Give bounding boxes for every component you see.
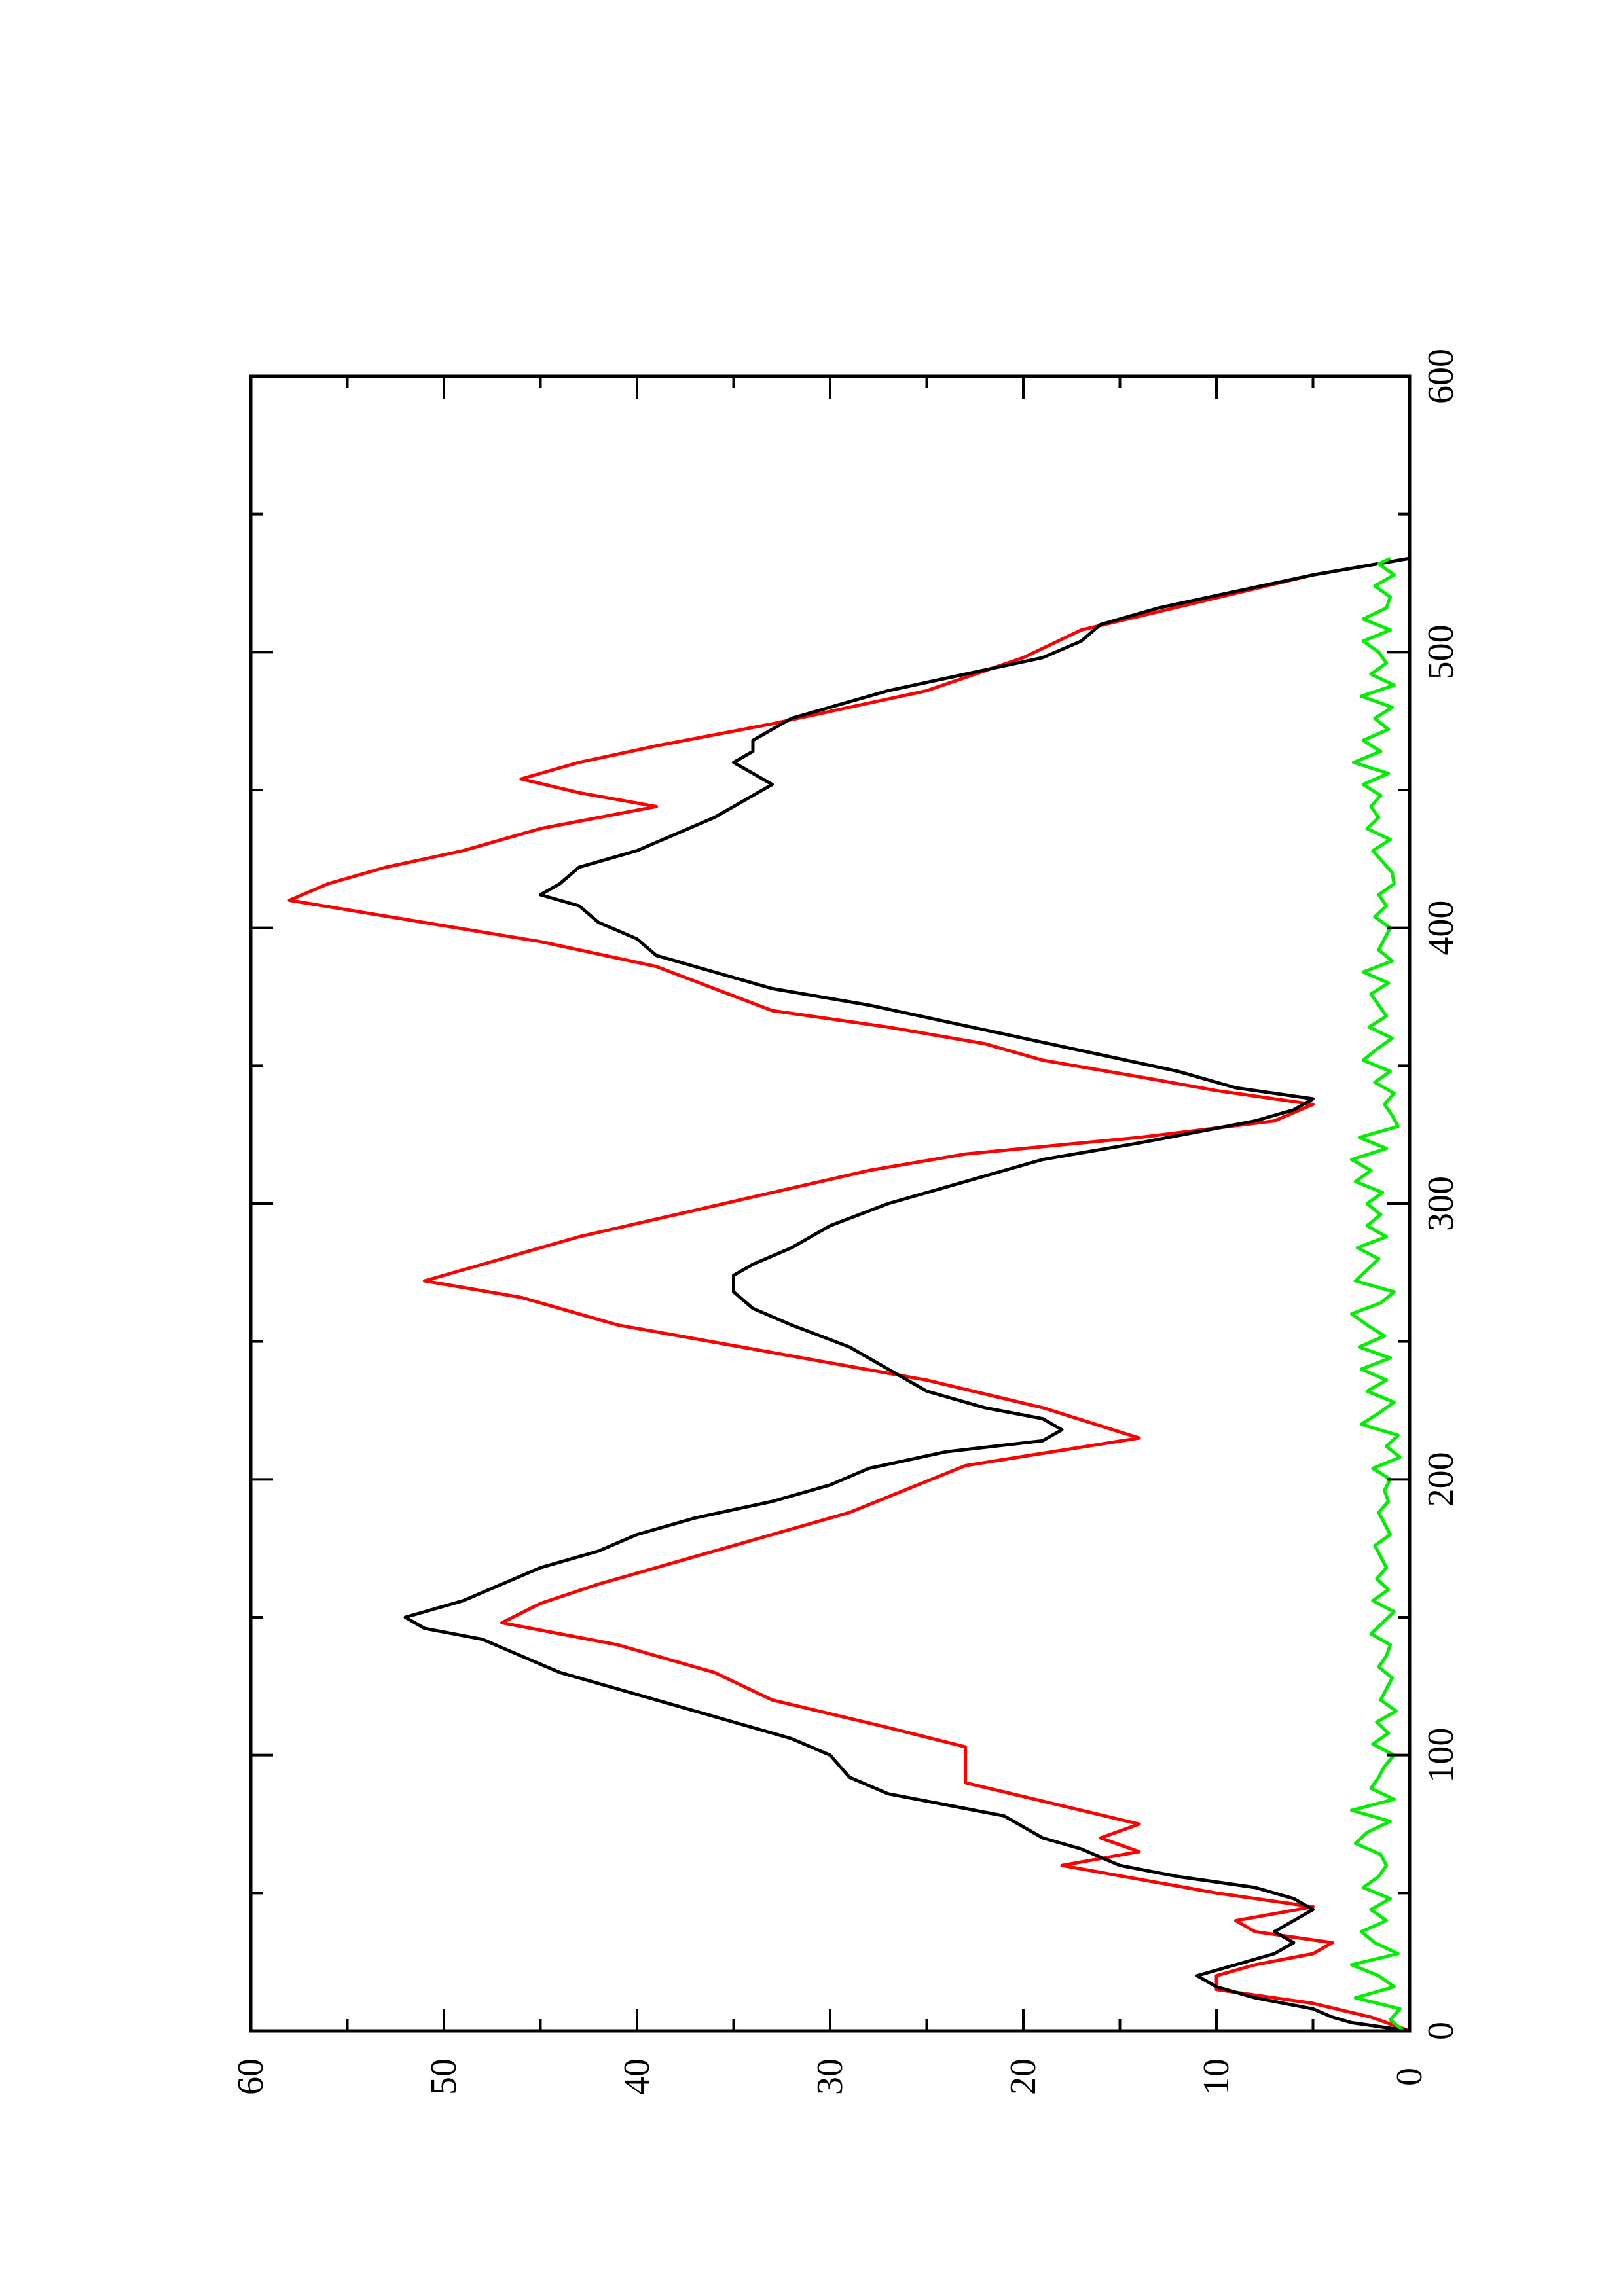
series-layer [287,556,1410,2033]
series-line-1 [287,556,1410,2033]
y-tick-label: 60 [230,2058,271,2095]
series-line-3 [1350,556,1405,2032]
y-tick-label: 40 [617,2058,657,2095]
y-tick-label: 0 [1389,2068,1430,2086]
plot-frame [249,374,1412,2033]
x-tick-label: 300 [1421,1176,1461,1231]
series-line-2 [403,556,1410,2033]
y-tick-label: 10 [1196,2058,1237,2095]
x-tick-label: 100 [1421,1728,1461,1783]
y-tick-label: 50 [424,2058,464,2095]
tick-label-layer: 0 100 200 300 400 500 600 0 10 20 30 40 50 60 [230,349,1461,2095]
tick-layer [249,375,1411,2032]
x-tick-label: 0 [1421,2022,1461,2040]
x-tick-label: 600 [1421,349,1461,404]
y-tick-label: 20 [1003,2058,1044,2095]
x-tick-label: 200 [1421,1452,1461,1507]
x-tick-label: 500 [1421,624,1461,679]
x-tick-label: 400 [1421,901,1461,956]
y-tick-label: 30 [810,2058,850,2095]
